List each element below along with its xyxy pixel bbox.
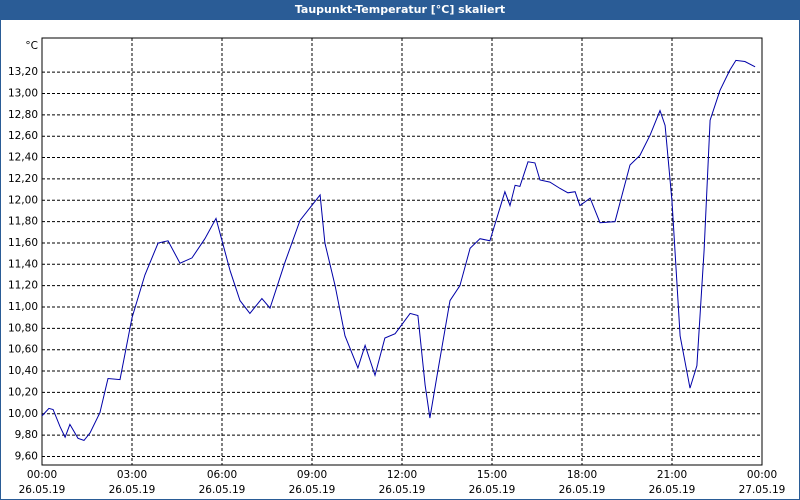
y-tick-label: 12,00 [8, 194, 38, 206]
x-tick-date: 26.05.19 [379, 484, 426, 496]
y-tick-label: 12,60 [8, 130, 38, 142]
y-tick-label: 11,80 [8, 216, 38, 228]
x-tick-date: 26.05.19 [469, 484, 516, 496]
y-unit: °C [25, 40, 38, 52]
x-tick-label: 00:00 [747, 469, 777, 481]
x-tick-date: 26.05.19 [199, 484, 246, 496]
x-tick-date: 27.05.19 [739, 484, 786, 496]
chart-title: Taupunkt-Temperatur [°C] skaliert [295, 3, 505, 16]
x-tick-date: 26.05.19 [109, 484, 156, 496]
x-tick-label: 18:00 [567, 469, 597, 481]
y-tick-label: 10,00 [8, 408, 38, 420]
y-tick-label: 11,60 [8, 237, 38, 249]
x-tick-date: 26.05.19 [19, 484, 66, 496]
x-tick-label: 09:00 [297, 469, 327, 481]
y-tick-label: 12,80 [8, 109, 38, 121]
x-tick-date: 26.05.19 [559, 484, 606, 496]
title-bar [0, 0, 800, 20]
x-tick-label: 15:00 [477, 469, 507, 481]
x-tick-label: 00:00 [27, 469, 57, 481]
y-tick-label: 10,80 [8, 322, 38, 334]
data-line [41, 59, 756, 441]
y-tick-label: 11,00 [8, 301, 38, 313]
y-tick-label: 10,60 [8, 344, 38, 356]
x-tick-label: 21:00 [657, 469, 687, 481]
y-tick-label: 12,40 [8, 152, 38, 164]
x-tick-label: 12:00 [387, 469, 417, 481]
y-tick-label: 10,40 [8, 365, 38, 377]
x-tick-date: 26.05.19 [649, 484, 696, 496]
y-tick-label: 13,00 [8, 88, 38, 100]
y-tick-label: 9,60 [15, 450, 38, 462]
x-tick-label: 06:00 [207, 469, 237, 481]
y-tick-label: 11,40 [8, 258, 38, 270]
y-tick-label: 11,20 [8, 280, 38, 292]
y-tick-label: 9,80 [15, 429, 38, 441]
y-tick-label: 13,20 [8, 66, 38, 78]
y-tick-label: 12,20 [8, 173, 38, 185]
x-tick-date: 26.05.19 [289, 484, 336, 496]
y-tick-label: 10,20 [8, 386, 38, 398]
x-tick-label: 03:00 [117, 469, 147, 481]
